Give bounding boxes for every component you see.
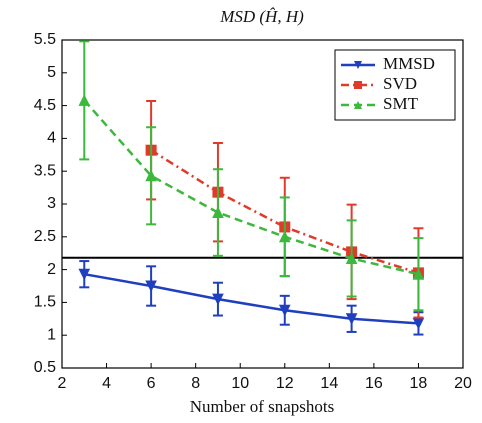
- y-tick-label: 4: [47, 130, 56, 147]
- data-point: [145, 280, 157, 293]
- x-tick-label: 2: [58, 375, 67, 392]
- data-point: [78, 268, 91, 281]
- legend-marker-shape: [354, 61, 362, 69]
- y-tick-label: 4.5: [34, 97, 56, 114]
- data-point: [78, 94, 91, 106]
- series-line: [83, 99, 419, 276]
- legend-marker-shape: [354, 81, 362, 89]
- x-tick-label: 16: [365, 375, 383, 392]
- data-point: [145, 169, 157, 182]
- data-point: [412, 268, 425, 280]
- x-tick-label: 4: [102, 375, 111, 392]
- y-tick-label: 3: [47, 195, 56, 212]
- legend-label: MMSD: [383, 54, 435, 73]
- x-tick-label: 18: [410, 375, 428, 392]
- x-axis-label: Number of snapshots: [190, 397, 334, 416]
- x-tick-label: 6: [147, 375, 156, 392]
- series-line: [84, 272, 419, 325]
- y-tick-label: 2.5: [34, 228, 56, 245]
- y-tick-label: 5.5: [34, 31, 56, 48]
- legend-marker-shape: [354, 101, 362, 109]
- data-point: [278, 304, 291, 317]
- legend-marker: [354, 61, 362, 69]
- y-tick-label: 1: [47, 326, 56, 343]
- y-tick-label: 5: [47, 64, 56, 81]
- legend-label: SVD: [383, 74, 417, 93]
- x-tick-label: 20: [454, 375, 472, 392]
- legend-marker: [354, 101, 362, 109]
- legend-marker: [354, 81, 362, 89]
- chart-title: MSD (Ĥ, H): [219, 7, 304, 26]
- x-tick-label: 14: [320, 375, 338, 392]
- y-tick-label: 2: [47, 261, 56, 278]
- data-point: [345, 252, 358, 264]
- legend-label: SMT: [383, 94, 419, 113]
- y-tick-label: 0.5: [34, 359, 56, 376]
- x-tick-label: 10: [231, 375, 249, 392]
- x-tick-label: 8: [191, 375, 200, 392]
- data-point: [212, 293, 224, 306]
- x-tick-label: 12: [276, 375, 294, 392]
- data-point: [212, 206, 224, 219]
- data-point: [278, 230, 291, 243]
- y-tick-label: 1.5: [34, 294, 56, 311]
- data-point: [345, 313, 358, 325]
- y-tick-label: 3.5: [34, 162, 56, 179]
